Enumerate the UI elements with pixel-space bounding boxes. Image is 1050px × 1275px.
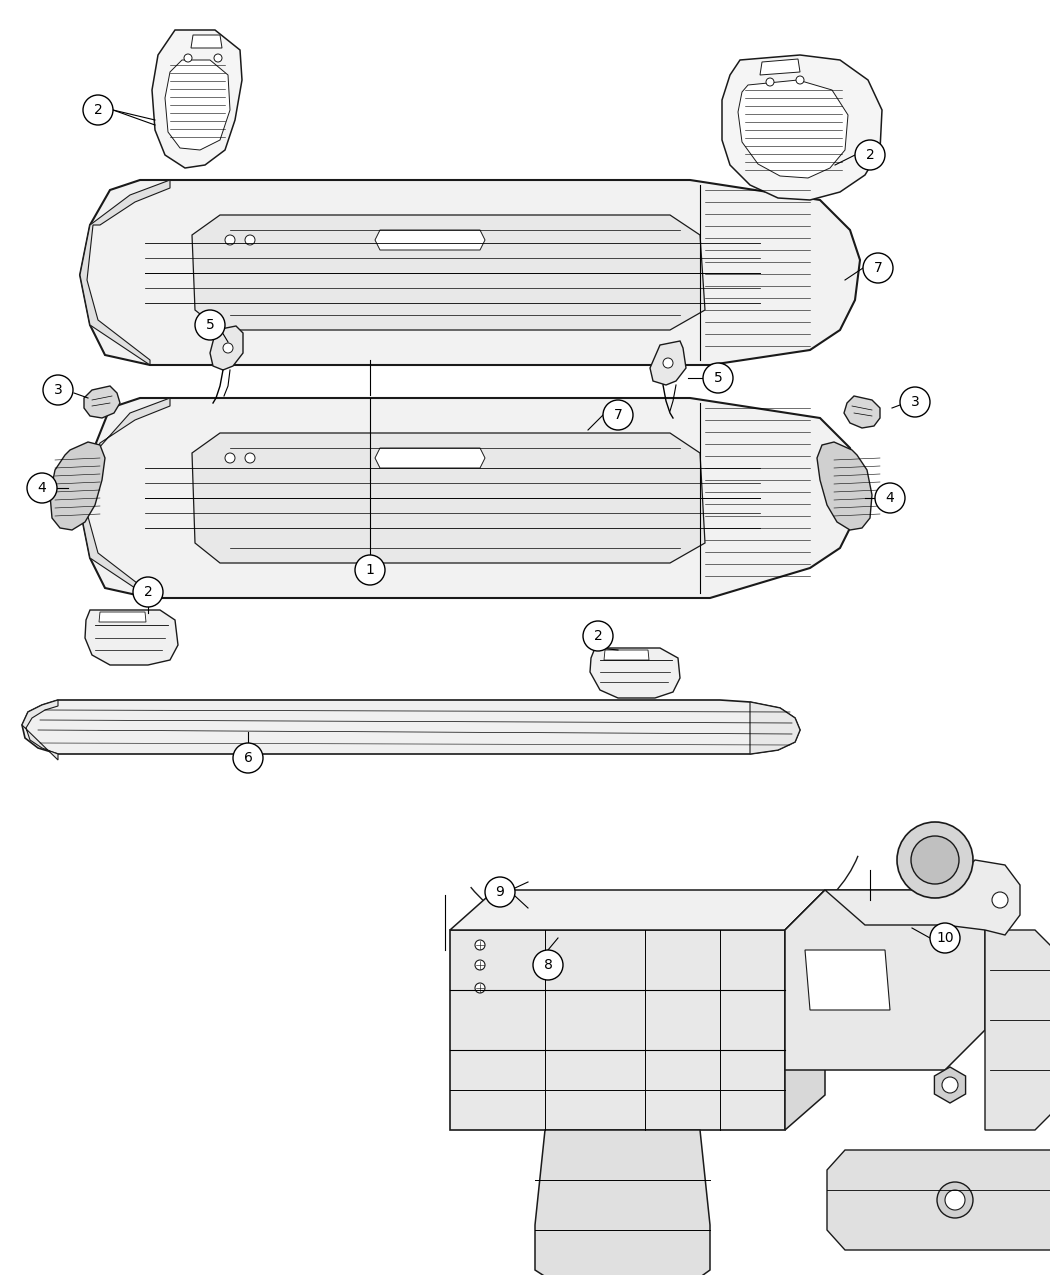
Circle shape xyxy=(245,453,255,463)
Circle shape xyxy=(942,1077,958,1093)
Polygon shape xyxy=(85,609,178,666)
Polygon shape xyxy=(22,700,58,760)
Circle shape xyxy=(43,375,74,405)
Circle shape xyxy=(911,836,959,884)
Polygon shape xyxy=(192,215,705,330)
Circle shape xyxy=(225,453,235,463)
Circle shape xyxy=(855,140,885,170)
Polygon shape xyxy=(22,700,800,754)
Polygon shape xyxy=(805,950,890,1010)
Circle shape xyxy=(704,363,733,393)
Circle shape xyxy=(945,1190,965,1210)
Circle shape xyxy=(937,1182,973,1218)
Circle shape xyxy=(897,822,973,898)
Text: 6: 6 xyxy=(244,751,252,765)
Text: 4: 4 xyxy=(38,481,46,495)
Circle shape xyxy=(184,54,192,62)
Text: 3: 3 xyxy=(910,395,920,409)
Circle shape xyxy=(663,358,673,368)
Polygon shape xyxy=(590,648,680,697)
Polygon shape xyxy=(80,398,170,598)
Circle shape xyxy=(133,578,163,607)
Polygon shape xyxy=(985,929,1050,1130)
Polygon shape xyxy=(844,397,880,428)
Circle shape xyxy=(475,983,485,993)
Polygon shape xyxy=(191,34,222,48)
Circle shape xyxy=(475,960,485,970)
Text: 2: 2 xyxy=(144,585,152,599)
Polygon shape xyxy=(827,1150,1050,1250)
Polygon shape xyxy=(760,59,800,75)
Polygon shape xyxy=(817,442,871,530)
Polygon shape xyxy=(785,890,985,1070)
Circle shape xyxy=(214,54,222,62)
Text: 9: 9 xyxy=(496,885,504,899)
Circle shape xyxy=(766,78,774,85)
Text: 7: 7 xyxy=(613,408,623,422)
Circle shape xyxy=(992,892,1008,908)
Circle shape xyxy=(355,555,385,585)
Polygon shape xyxy=(80,398,860,598)
Text: 2: 2 xyxy=(593,629,603,643)
Polygon shape xyxy=(785,890,825,1130)
Polygon shape xyxy=(450,929,785,1130)
Polygon shape xyxy=(375,448,485,468)
Polygon shape xyxy=(650,340,686,385)
Circle shape xyxy=(796,76,804,84)
Circle shape xyxy=(223,343,233,353)
Circle shape xyxy=(863,252,892,283)
Circle shape xyxy=(533,950,563,980)
Circle shape xyxy=(245,235,255,245)
Text: 8: 8 xyxy=(544,958,552,972)
Circle shape xyxy=(875,483,905,513)
Circle shape xyxy=(233,743,262,773)
Polygon shape xyxy=(80,180,170,365)
Polygon shape xyxy=(80,180,860,365)
Polygon shape xyxy=(825,861,1020,935)
Circle shape xyxy=(583,621,613,652)
Polygon shape xyxy=(375,230,485,250)
Circle shape xyxy=(485,877,514,907)
Text: 4: 4 xyxy=(885,491,895,505)
Polygon shape xyxy=(722,55,882,200)
Polygon shape xyxy=(50,442,105,530)
Polygon shape xyxy=(934,1067,966,1103)
Circle shape xyxy=(475,940,485,950)
Text: 5: 5 xyxy=(714,371,722,385)
Polygon shape xyxy=(210,326,243,370)
Polygon shape xyxy=(192,434,705,564)
Circle shape xyxy=(195,310,225,340)
Circle shape xyxy=(27,473,57,504)
Text: 2: 2 xyxy=(93,103,103,117)
Circle shape xyxy=(930,923,960,952)
Polygon shape xyxy=(152,31,242,168)
Circle shape xyxy=(900,388,930,417)
Text: 5: 5 xyxy=(206,317,214,332)
Text: 1: 1 xyxy=(365,564,375,578)
Polygon shape xyxy=(84,386,120,418)
Polygon shape xyxy=(738,80,848,178)
Polygon shape xyxy=(165,60,230,150)
Text: 10: 10 xyxy=(937,931,953,945)
Text: 3: 3 xyxy=(54,382,62,397)
Polygon shape xyxy=(99,612,146,622)
Circle shape xyxy=(83,96,113,125)
Text: 7: 7 xyxy=(874,261,882,275)
Polygon shape xyxy=(750,703,800,754)
Text: 2: 2 xyxy=(865,148,875,162)
Circle shape xyxy=(603,400,633,430)
Polygon shape xyxy=(604,650,649,660)
Polygon shape xyxy=(536,1130,710,1275)
Circle shape xyxy=(225,235,235,245)
Polygon shape xyxy=(450,890,825,929)
